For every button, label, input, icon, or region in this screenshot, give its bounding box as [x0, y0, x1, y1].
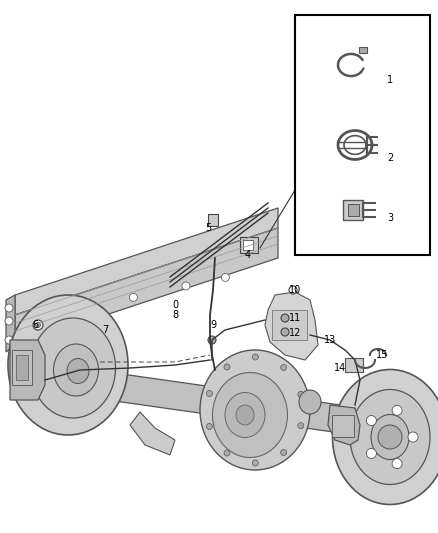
Circle shape [5, 317, 13, 325]
Bar [359, 47, 367, 53]
Ellipse shape [236, 405, 254, 425]
Circle shape [408, 432, 418, 442]
Circle shape [281, 449, 286, 456]
Circle shape [367, 416, 376, 425]
Text: 0: 0 [172, 300, 178, 310]
Polygon shape [328, 405, 360, 445]
Circle shape [5, 304, 13, 312]
Circle shape [252, 460, 258, 466]
Circle shape [298, 391, 304, 397]
Circle shape [289, 286, 297, 294]
Circle shape [221, 273, 230, 281]
Circle shape [367, 448, 376, 458]
Polygon shape [15, 208, 278, 315]
Circle shape [206, 423, 212, 430]
Ellipse shape [299, 390, 321, 414]
Polygon shape [6, 295, 15, 352]
Circle shape [77, 305, 85, 313]
Polygon shape [130, 412, 175, 455]
Circle shape [281, 365, 286, 370]
Bar [295, 15, 430, 255]
Circle shape [281, 328, 289, 336]
Bar [12, 350, 32, 385]
Circle shape [129, 293, 138, 301]
Ellipse shape [212, 373, 287, 457]
Text: 3: 3 [387, 213, 393, 223]
Bar [243, 240, 253, 250]
Circle shape [378, 425, 402, 449]
Circle shape [224, 450, 230, 456]
Circle shape [298, 423, 304, 429]
Polygon shape [15, 228, 278, 345]
Bar [345, 358, 363, 372]
Text: 12: 12 [289, 328, 301, 338]
Bar [348, 204, 359, 216]
Bar [332, 415, 354, 437]
Circle shape [392, 406, 402, 415]
Text: 4: 4 [245, 250, 251, 260]
Circle shape [35, 322, 40, 327]
Ellipse shape [8, 295, 128, 435]
Ellipse shape [332, 369, 438, 505]
Text: 10: 10 [289, 285, 301, 295]
Ellipse shape [350, 390, 430, 484]
Circle shape [224, 364, 230, 370]
Polygon shape [10, 340, 45, 400]
Bar [240, 237, 258, 253]
Ellipse shape [200, 350, 310, 470]
Text: 15: 15 [376, 350, 388, 360]
Circle shape [208, 336, 216, 344]
Bar [343, 200, 363, 220]
Bar [16, 355, 28, 380]
Ellipse shape [371, 415, 409, 459]
Circle shape [281, 314, 289, 322]
Text: 6: 6 [32, 320, 38, 330]
Text: 2: 2 [387, 153, 393, 163]
Ellipse shape [67, 359, 89, 384]
Polygon shape [265, 292, 318, 360]
Circle shape [37, 313, 45, 321]
Text: 14: 14 [334, 363, 346, 373]
Text: 13: 13 [324, 335, 336, 345]
Ellipse shape [31, 318, 116, 418]
Circle shape [206, 391, 212, 397]
Ellipse shape [225, 392, 265, 438]
Circle shape [5, 336, 13, 344]
Ellipse shape [53, 344, 99, 396]
Circle shape [252, 354, 258, 360]
Text: 5: 5 [205, 223, 211, 233]
Circle shape [33, 320, 43, 330]
Polygon shape [30, 361, 418, 444]
Text: 7: 7 [102, 325, 108, 335]
Text: 1: 1 [387, 75, 393, 85]
Text: 9: 9 [210, 320, 216, 330]
Bar [272, 310, 307, 340]
Circle shape [392, 458, 402, 469]
Circle shape [182, 282, 190, 290]
Text: 11: 11 [289, 313, 301, 323]
Bar [208, 214, 218, 226]
Text: 8: 8 [172, 310, 178, 320]
